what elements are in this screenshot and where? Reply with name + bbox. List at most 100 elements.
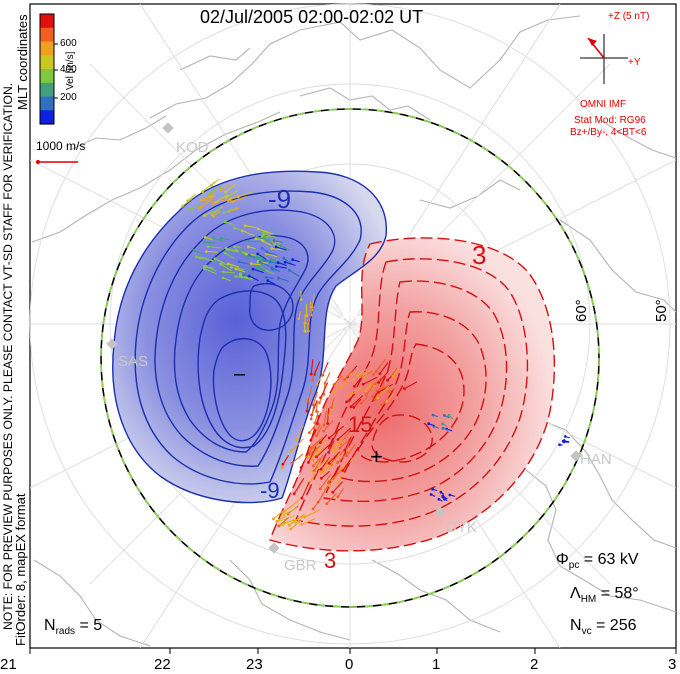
velocity-vector-origin — [203, 267, 206, 271]
velocity-vector — [328, 452, 341, 468]
velocity-vector — [386, 393, 395, 402]
velocity-vector — [231, 266, 244, 270]
velocity-vector-origin — [325, 502, 329, 506]
velocity-vector — [312, 369, 315, 381]
velocity-vector-origin — [316, 422, 319, 425]
velocity-vector — [231, 196, 247, 203]
velocity-vector — [304, 509, 320, 518]
velocity-vector — [220, 183, 231, 191]
contour-pos-5 — [357, 343, 465, 463]
velocity-vectors — [181, 178, 571, 531]
velocity-vector-origin — [287, 268, 291, 272]
velocity-vector-origin — [262, 233, 266, 236]
velocity-vector-origin — [228, 197, 232, 201]
positive-cell-fill — [270, 237, 555, 551]
colorbar-block — [40, 27, 54, 43]
velocity-vector — [377, 384, 390, 392]
velocity-vector — [353, 398, 362, 408]
velocity-vector — [350, 387, 362, 396]
site-marker-kod — [162, 122, 174, 134]
velocity-vector-origin — [309, 446, 313, 450]
contour-pos-2 — [295, 258, 529, 527]
contour-pos-outer — [269, 237, 555, 552]
velocity-vector — [360, 396, 368, 404]
velocity-vector — [204, 211, 213, 217]
velocity-vector — [365, 380, 374, 392]
velocity-vector-origin — [204, 236, 207, 239]
velocity-vector — [346, 393, 356, 403]
velocity-vector-origin — [320, 476, 323, 480]
velocity-vector — [278, 517, 289, 527]
colorbar-frame — [39, 13, 55, 125]
velocity-vector-origin — [219, 262, 222, 266]
contour-label-pos-bottom: 3 — [324, 548, 337, 573]
pole-marker — [340, 312, 360, 323]
velocity-vector-origin — [198, 207, 201, 210]
velocity-vector — [301, 481, 310, 499]
latitude-label-60: 60° — [573, 299, 590, 322]
velocity-vector-origin — [256, 252, 259, 256]
velocity-vector-origin — [313, 469, 316, 472]
imf-vector-head — [588, 38, 597, 46]
velocity-vector — [318, 394, 324, 403]
velocity-vector — [333, 438, 346, 450]
velocity-vector-origin — [442, 414, 446, 417]
contour-max-marker: + — [370, 444, 383, 469]
velocity-vector — [266, 253, 278, 258]
velocity-vector — [252, 268, 265, 274]
velocity-vector — [230, 194, 244, 200]
velocity-vector — [321, 457, 331, 474]
velocity-vector-origin — [273, 242, 276, 246]
velocity-vector-origin — [219, 188, 223, 192]
velocity-vector-origin — [343, 448, 347, 452]
velocity-vector — [332, 465, 341, 479]
velocity-vector-origin — [211, 202, 215, 206]
velocity-vector — [307, 385, 313, 402]
velocity-vector — [308, 446, 317, 463]
velocity-vector-origin — [318, 401, 321, 404]
velocity-vector — [282, 455, 290, 465]
velocity-vector-origin — [282, 256, 286, 260]
velocity-vector-origin — [345, 454, 349, 458]
velocity-vector — [301, 518, 315, 526]
velocity-vector-origin — [206, 245, 210, 249]
site-label-sas: SAS — [118, 353, 149, 370]
velocity-vector — [312, 391, 319, 406]
colorbar-block — [40, 41, 54, 56]
mlt-coordinates-label: MLT coordinates — [15, 14, 30, 110]
site-marker-han — [570, 450, 582, 462]
velocity-vector-origin — [254, 237, 258, 241]
positive-cell-contours — [269, 237, 555, 552]
velocity-vector-origin — [300, 496, 304, 500]
velocity-vector-origin — [378, 372, 382, 375]
velocity-vector-origin — [234, 248, 238, 252]
velocity-vector — [312, 457, 321, 467]
velocity-vector-origin — [281, 462, 285, 466]
page-title: 02/Jul/2005 02:00-02:02 UT — [200, 7, 424, 27]
velocity-vector — [193, 249, 205, 255]
velocity-vector-origin — [323, 381, 327, 385]
velocity-vector-origin — [199, 205, 203, 209]
velocity-vector-origin — [237, 260, 241, 264]
velocity-vector — [263, 238, 275, 246]
velocity-vector — [182, 198, 193, 207]
site-label-gbr: GBR — [284, 557, 317, 574]
velocity-vector — [209, 184, 222, 194]
colorbar-tick-200: 200 — [60, 92, 77, 103]
velocity-vector-origin — [289, 527, 293, 531]
velocity-vector — [319, 473, 332, 490]
mlt-label-2: 2 — [530, 656, 539, 673]
velocity-vector-origin — [244, 269, 248, 273]
colorbar-block — [40, 69, 54, 84]
velocity-vector — [344, 370, 353, 381]
velocity-vector-origin — [309, 439, 313, 442]
velocity-vector-origin — [204, 250, 208, 254]
velocity-vector — [211, 178, 220, 186]
velocity-vector-origin — [251, 267, 255, 271]
site-label-dyk: DYK — [446, 519, 477, 536]
velocity-vector — [238, 261, 251, 265]
velocity-vector — [271, 259, 283, 264]
velocity-vector — [404, 381, 418, 390]
mlt-label-23: 23 — [246, 656, 263, 673]
